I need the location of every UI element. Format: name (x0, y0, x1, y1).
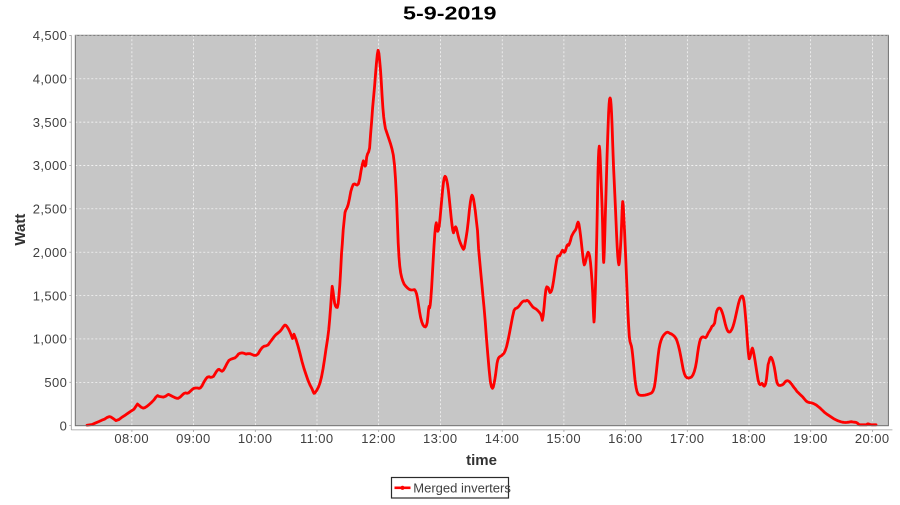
svg-text:1,500: 1,500 (33, 288, 68, 303)
svg-text:09:00: 09:00 (176, 431, 211, 446)
svg-text:2,000: 2,000 (33, 245, 68, 260)
svg-text:3,000: 3,000 (33, 158, 68, 173)
svg-text:15:00: 15:00 (546, 431, 581, 446)
svg-text:0: 0 (60, 418, 68, 433)
svg-text:1,000: 1,000 (33, 332, 68, 347)
svg-text:14:00: 14:00 (485, 431, 520, 446)
svg-text:time: time (466, 452, 497, 469)
svg-text:10:00: 10:00 (238, 431, 273, 446)
svg-text:17:00: 17:00 (670, 431, 705, 446)
svg-text:2,500: 2,500 (33, 202, 68, 217)
svg-text:16:00: 16:00 (608, 431, 643, 446)
svg-text:5-9-2019: 5-9-2019 (403, 2, 497, 23)
svg-text:12:00: 12:00 (361, 431, 396, 446)
svg-text:500: 500 (44, 375, 67, 390)
svg-text:4,500: 4,500 (33, 28, 68, 43)
svg-text:13:00: 13:00 (423, 431, 458, 446)
svg-text:4,000: 4,000 (33, 72, 68, 87)
svg-text:3,500: 3,500 (33, 115, 68, 130)
svg-text:20:00: 20:00 (855, 431, 890, 446)
svg-text:08:00: 08:00 (114, 431, 149, 446)
svg-text:Merged inverters: Merged inverters (413, 480, 511, 495)
svg-text:11:00: 11:00 (300, 431, 334, 446)
svg-text:Watt: Watt (12, 214, 29, 246)
svg-text:18:00: 18:00 (732, 431, 767, 446)
svg-text:19:00: 19:00 (793, 431, 828, 446)
